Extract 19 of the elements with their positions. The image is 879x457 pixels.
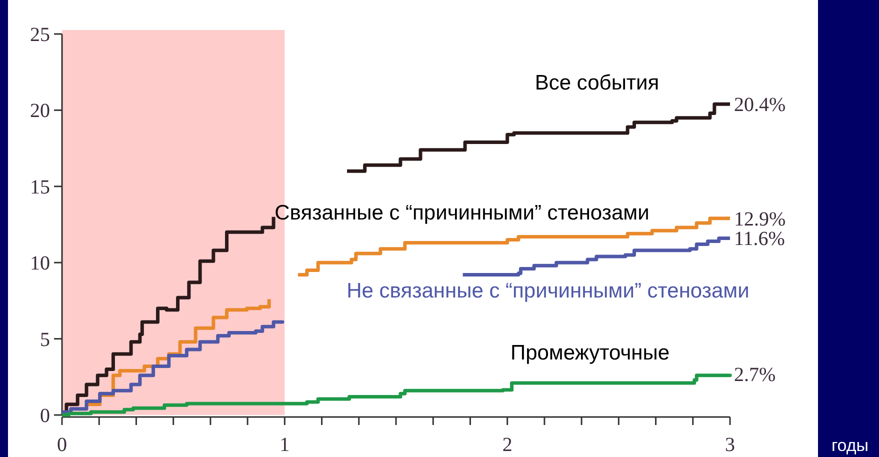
y-tick-label: 10 bbox=[30, 252, 50, 275]
x-tick-label: 3 bbox=[725, 434, 735, 456]
data-label: 12.9% bbox=[734, 208, 786, 230]
y-tick-label: 25 bbox=[30, 24, 50, 46]
text: годы bbox=[831, 436, 869, 455]
data-label: 11.6% bbox=[734, 228, 785, 250]
series-label: Все события bbox=[534, 71, 660, 94]
y-tick-label: 5 bbox=[40, 328, 50, 351]
x-tick-label: 1 bbox=[280, 434, 290, 456]
data-label: 2.7% bbox=[734, 364, 776, 386]
data-label: 20.4% bbox=[734, 94, 786, 116]
series-label: Промежуточные bbox=[510, 341, 670, 364]
x-tick-label: 2 bbox=[502, 434, 512, 456]
series-label: Связанные с “причинными” стенозами bbox=[274, 201, 650, 224]
y-tick-label: 15 bbox=[30, 176, 50, 198]
series-label: Не связанные с “причинными” стенозами bbox=[346, 279, 750, 302]
y-tick-label: 0 bbox=[40, 405, 50, 427]
y-tick-label: 20 bbox=[30, 100, 50, 122]
x-tick-label: 0 bbox=[57, 434, 67, 456]
